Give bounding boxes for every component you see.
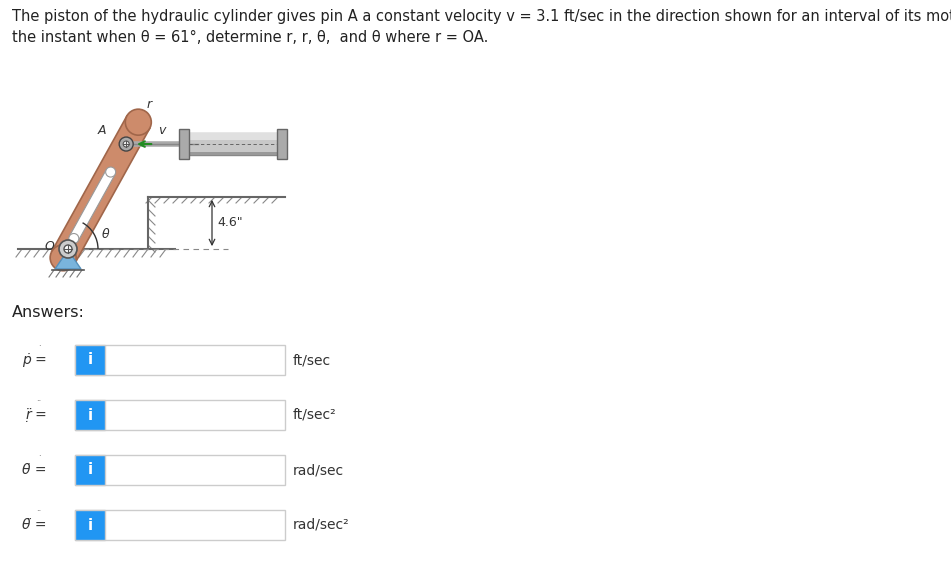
Bar [75, 345, 285, 375]
Text: the instant when θ = 61°, determine r, r, θ,  and θ where r = OA.: the instant when θ = 61°, determine r, r… [12, 30, 489, 45]
Circle shape [64, 245, 72, 253]
Bar [183, 133, 283, 140]
Circle shape [106, 167, 116, 177]
Bar [75, 455, 285, 485]
Bar [75, 510, 105, 540]
Text: ṗ =: ṗ = [22, 353, 47, 367]
Polygon shape [51, 116, 149, 264]
Bar [179, 129, 189, 159]
Circle shape [50, 245, 76, 271]
Bar [75, 455, 105, 485]
Bar [277, 129, 287, 159]
Text: The piston of the hydraulic cylinder gives pin A a constant velocity v = 3.1 ft/: The piston of the hydraulic cylinder giv… [12, 9, 951, 24]
Polygon shape [55, 250, 81, 269]
Text: r: r [146, 98, 151, 111]
Polygon shape [69, 170, 115, 241]
Bar [183, 133, 283, 155]
Bar [75, 400, 105, 430]
Text: v: v [158, 124, 165, 137]
Text: .: . [38, 449, 40, 458]
Text: ..: .. [36, 504, 42, 513]
Circle shape [124, 141, 129, 147]
Text: i: i [87, 518, 92, 533]
Text: θ̈ =: θ̈ = [23, 518, 47, 532]
Text: θ: θ [102, 228, 109, 241]
Text: rad/sec²: rad/sec² [293, 518, 350, 532]
Bar [183, 152, 283, 155]
Text: i: i [87, 463, 92, 478]
Text: .: . [38, 339, 40, 348]
Text: i: i [87, 353, 92, 368]
Text: ṛ̈ =: ṛ̈ = [26, 408, 47, 422]
Circle shape [59, 240, 77, 258]
Text: ft/sec²: ft/sec² [293, 408, 337, 422]
Bar [75, 510, 285, 540]
Bar [75, 345, 105, 375]
Text: θ̇ =: θ̇ = [23, 463, 47, 477]
Text: ft/sec: ft/sec [293, 353, 331, 367]
Text: i: i [87, 408, 92, 423]
Text: 4.6": 4.6" [217, 217, 243, 229]
Text: ..: .. [36, 394, 42, 403]
Circle shape [119, 137, 133, 151]
Text: O: O [44, 240, 54, 254]
Text: Answers:: Answers: [12, 305, 85, 320]
Circle shape [126, 109, 151, 135]
Text: rad/sec: rad/sec [293, 463, 344, 477]
Text: A: A [98, 124, 107, 137]
Circle shape [68, 233, 79, 244]
Bar [75, 400, 285, 430]
